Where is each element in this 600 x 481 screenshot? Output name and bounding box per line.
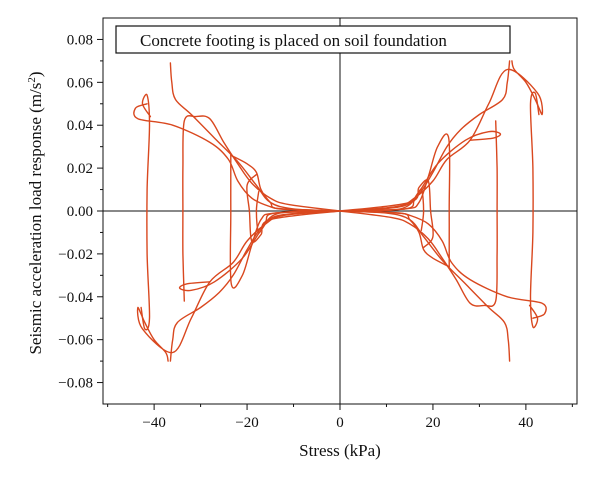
y-tick-label: −0.06 bbox=[58, 333, 93, 349]
y-tick-label: −0.04 bbox=[58, 290, 93, 306]
x-tick-label: −20 bbox=[235, 415, 258, 431]
hysteresis-curve-12 bbox=[339, 210, 511, 362]
y-tick-label: 0.06 bbox=[67, 75, 94, 91]
y-tick-label: 0.08 bbox=[67, 32, 93, 48]
x-tick-label: 0 bbox=[336, 415, 344, 431]
annotation-text: Concrete footing is placed on soil found… bbox=[140, 31, 447, 50]
y-tick-label: −0.08 bbox=[58, 376, 93, 392]
hysteresis-curve-4 bbox=[182, 115, 341, 302]
hysteresis-curve-10 bbox=[178, 210, 341, 292]
x-tick-label: 40 bbox=[518, 415, 533, 431]
annotation-box: Concrete footing is placed on soil found… bbox=[115, 25, 511, 54]
hysteresis-curve-22 bbox=[339, 179, 434, 249]
x-axis-title: Stress (kPa) bbox=[299, 441, 381, 460]
y-tick-label: 0.04 bbox=[67, 118, 94, 134]
y-axis-title-close: ) bbox=[26, 71, 45, 77]
y-tick-label: −0.02 bbox=[58, 247, 93, 263]
hysteresis-curve-18 bbox=[339, 133, 451, 268]
y-tick-label: 0.02 bbox=[67, 161, 93, 177]
annotation-frame bbox=[115, 25, 511, 54]
y-tick-label: 0.00 bbox=[67, 204, 93, 220]
x-tick-label: −40 bbox=[142, 415, 165, 431]
hysteresis-curve-3 bbox=[133, 103, 341, 212]
hysteresis-curve-19 bbox=[339, 210, 450, 268]
hysteresis-curve-21 bbox=[339, 130, 502, 212]
y-axis-title-sup: 2 bbox=[26, 77, 38, 83]
y-axis-title: Seismic acceleration load response (m/s2… bbox=[26, 71, 45, 354]
hysteresis-curve-11 bbox=[246, 173, 341, 243]
axis-ticks: −40 −20 0 20 40 −0.08 −0.06 −0.04 −0.02 0.00 0.02 0… bbox=[58, 32, 573, 431]
hysteresis-curve-1 bbox=[169, 62, 341, 212]
hysteresis-curve-16 bbox=[339, 60, 544, 212]
hysteresis-curve-8 bbox=[230, 154, 341, 212]
x-tick-label: 20 bbox=[425, 415, 440, 431]
hysteresis-curve-5 bbox=[136, 210, 341, 362]
y-axis-title-main: Seismic acceleration load response (m/s bbox=[26, 83, 45, 355]
hysteresis-curve-2 bbox=[140, 93, 152, 331]
hysteresis-curve-7 bbox=[229, 154, 341, 289]
series-curves bbox=[133, 60, 547, 362]
hysteresis-curve-14 bbox=[339, 210, 547, 319]
hysteresis-curve-13 bbox=[528, 91, 540, 329]
hysteresis-curve-15 bbox=[339, 120, 498, 307]
